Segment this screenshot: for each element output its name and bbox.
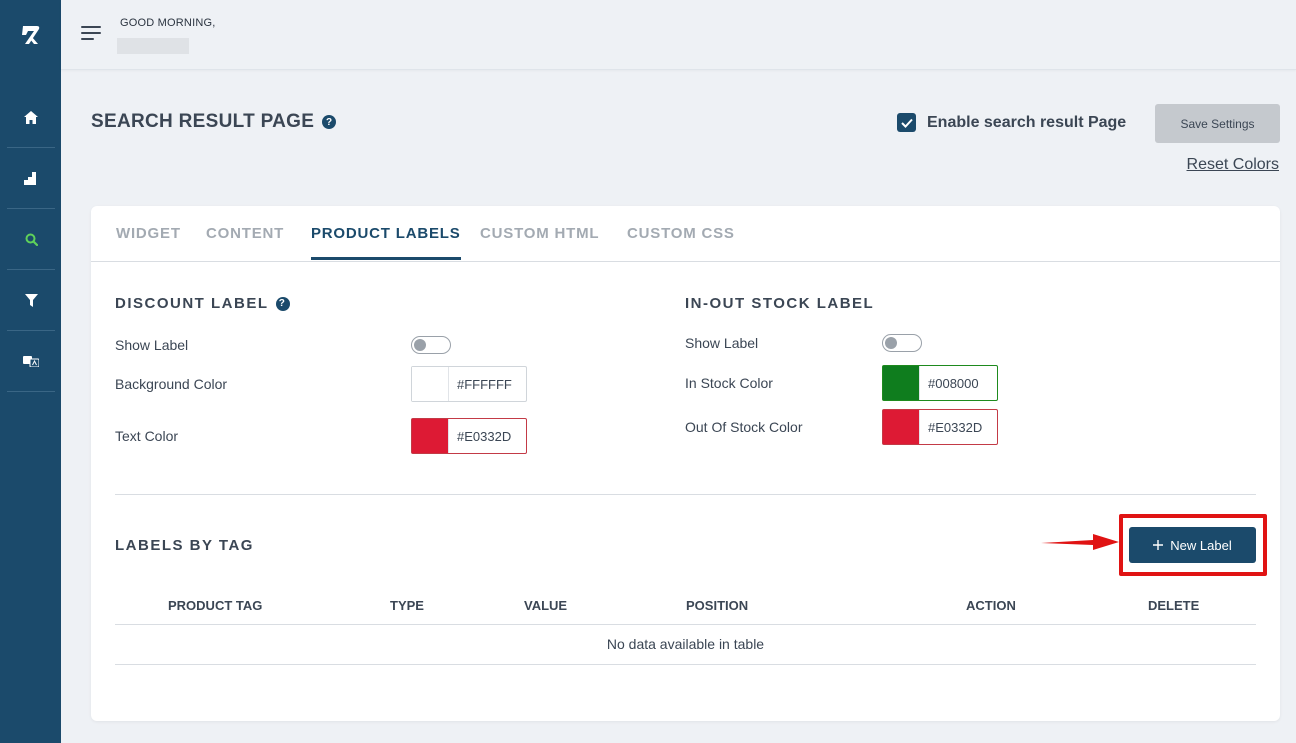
chart-icon: [24, 172, 36, 185]
discount-show-toggle[interactable]: [411, 336, 451, 354]
stock-show-toggle[interactable]: [882, 334, 922, 352]
discount-bg-color-label: Background Color: [115, 376, 228, 392]
sidebar-item-analytics[interactable]: [7, 149, 55, 209]
help-icon[interactable]: ?: [322, 115, 337, 129]
home-icon: [24, 111, 38, 124]
stock-label-title: IN-OUT STOCK LABEL: [685, 295, 875, 312]
discount-bg-color-input[interactable]: #FFFFFF: [411, 366, 527, 402]
table-bottom-divider: [115, 664, 1256, 665]
tab-widget[interactable]: WIDGET: [116, 225, 181, 242]
hex-value[interactable]: #E0332D: [919, 410, 997, 444]
page-title: SEARCH RESULT PAGE ?: [91, 111, 337, 133]
column-header-type[interactable]: TYPE: [390, 598, 424, 613]
settings-card: WIDGET CONTENT PRODUCT LABELS CUSTOM HTM…: [91, 206, 1280, 721]
enable-checkbox[interactable]: [897, 113, 916, 132]
save-settings-button[interactable]: Save Settings: [1155, 104, 1280, 143]
table-empty-message: No data available in table: [606, 636, 765, 652]
tab-content[interactable]: CONTENT: [206, 225, 285, 242]
top-bar: GOOD MORNING,: [61, 0, 1296, 70]
sidebar: [0, 0, 61, 743]
reset-colors-link[interactable]: Reset Colors: [1186, 156, 1279, 173]
column-header-action[interactable]: ACTION: [966, 598, 1016, 613]
enable-search-result-toggle[interactable]: Enable search result Page: [897, 113, 1126, 132]
in-stock-color-label: In Stock Color: [685, 375, 773, 391]
tab-bar: WIDGET CONTENT PRODUCT LABELS CUSTOM HTM…: [91, 206, 1280, 262]
out-of-stock-color-label: Out Of Stock Color: [685, 419, 803, 435]
in-stock-color-input[interactable]: #008000: [882, 365, 998, 401]
hex-value[interactable]: #E0332D: [448, 419, 526, 453]
help-icon[interactable]: ?: [275, 296, 290, 311]
enable-label: Enable search result Page: [927, 113, 1127, 131]
username-redacted: [117, 38, 189, 54]
sidebar-item-translations[interactable]: [7, 332, 55, 392]
menu-icon[interactable]: [81, 26, 101, 42]
hex-value[interactable]: #FFFFFF: [448, 367, 526, 401]
table-header-divider: [115, 624, 1256, 625]
checkmark-icon: [900, 118, 913, 128]
greeting-text: GOOD MORNING,: [120, 17, 216, 29]
sidebar-item-search[interactable]: [7, 210, 55, 270]
section-divider: [115, 494, 1256, 495]
tab-product-labels[interactable]: PRODUCT LABELS: [311, 225, 461, 260]
filter-icon: [24, 294, 38, 307]
column-header-position[interactable]: POSITION: [686, 598, 749, 613]
sidebar-item-filters[interactable]: [7, 271, 55, 331]
translate-icon: [23, 356, 39, 367]
color-swatch[interactable]: [412, 419, 448, 453]
stock-show-label: Show Label: [685, 335, 759, 351]
brand-logo-icon[interactable]: [0, 12, 61, 58]
plus-icon: [1153, 540, 1164, 550]
tab-custom-css[interactable]: CUSTOM CSS: [627, 225, 735, 242]
column-header-value[interactable]: VALUE: [524, 598, 568, 613]
discount-label-title-text: DISCOUNT LABEL: [115, 295, 269, 312]
labels-by-tag-title: LABELS BY TAG: [115, 537, 254, 554]
hex-value[interactable]: #008000: [919, 366, 997, 400]
out-of-stock-color-input[interactable]: #E0332D: [882, 409, 998, 445]
color-swatch[interactable]: [883, 410, 919, 444]
discount-text-color-label: Text Color: [115, 428, 179, 444]
arrow-pointer-icon: [1041, 534, 1119, 550]
sidebar-item-home[interactable]: [7, 88, 55, 148]
search-icon: [25, 233, 38, 246]
tab-custom-html[interactable]: CUSTOM HTML: [480, 225, 600, 242]
highlight-box: [1119, 514, 1267, 576]
color-swatch[interactable]: [883, 366, 919, 400]
discount-show-label: Show Label: [115, 337, 189, 353]
column-header-delete[interactable]: DELETE: [1148, 598, 1200, 613]
new-label-button-text: New Label: [1170, 537, 1232, 553]
discount-text-color-input[interactable]: #E0332D: [411, 418, 527, 454]
new-label-button[interactable]: New Label: [1129, 527, 1256, 563]
color-swatch[interactable]: [412, 367, 448, 401]
discount-label-title: DISCOUNT LABEL ?: [115, 295, 290, 312]
column-header-product-tag[interactable]: PRODUCT TAG: [168, 598, 263, 613]
page-title-text: SEARCH RESULT PAGE: [91, 111, 315, 132]
